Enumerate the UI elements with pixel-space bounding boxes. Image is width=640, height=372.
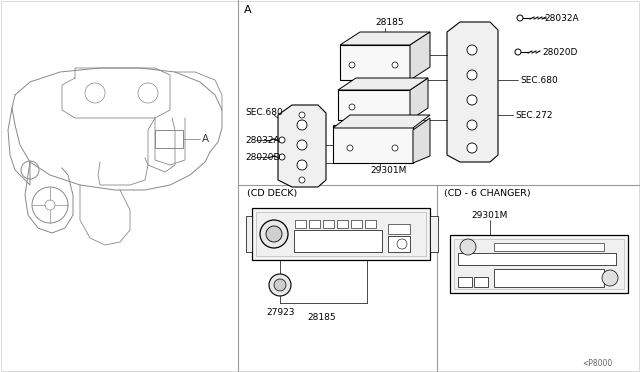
Text: 28020D: 28020D: [542, 48, 577, 57]
Polygon shape: [338, 78, 428, 90]
Bar: [458, 277, 472, 287]
Text: 27923: 27923: [266, 308, 294, 317]
Text: (CD - 6 CHANGER): (CD - 6 CHANGER): [444, 189, 531, 198]
Bar: [388, 236, 410, 252]
Text: 28020D: 28020D: [245, 153, 280, 161]
Circle shape: [515, 49, 521, 55]
Text: SEC.680: SEC.680: [520, 76, 557, 84]
Circle shape: [299, 177, 305, 183]
Text: >|: >|: [477, 279, 484, 285]
Circle shape: [297, 140, 307, 150]
Bar: [294, 230, 382, 252]
Text: 28032A: 28032A: [245, 135, 280, 144]
Text: |<: |<: [461, 279, 468, 285]
Text: 28185: 28185: [308, 313, 336, 322]
Bar: [365, 220, 376, 228]
Bar: [337, 220, 348, 228]
Circle shape: [349, 104, 355, 110]
Polygon shape: [410, 32, 430, 80]
Text: MD: MD: [464, 244, 472, 250]
Bar: [333, 125, 413, 163]
Text: SEC.272: SEC.272: [515, 110, 552, 119]
Polygon shape: [278, 105, 326, 187]
Bar: [474, 277, 488, 287]
Circle shape: [467, 45, 477, 55]
Text: 29301M: 29301M: [370, 166, 406, 174]
Bar: [295, 220, 306, 228]
Circle shape: [467, 120, 477, 130]
Bar: [338, 90, 410, 120]
Bar: [340, 45, 410, 80]
Text: 28032A: 28032A: [544, 13, 579, 22]
Circle shape: [279, 137, 285, 143]
Bar: [450, 235, 628, 293]
Circle shape: [266, 226, 282, 242]
Bar: [458, 253, 616, 265]
Polygon shape: [447, 22, 498, 162]
Circle shape: [347, 145, 353, 151]
Text: A: A: [202, 134, 209, 144]
Bar: [155, 130, 183, 148]
Circle shape: [467, 70, 477, 80]
Bar: [430, 216, 438, 252]
Circle shape: [297, 120, 307, 130]
Circle shape: [460, 239, 476, 255]
Circle shape: [467, 143, 477, 153]
Bar: [256, 212, 426, 256]
Polygon shape: [413, 118, 430, 163]
Polygon shape: [410, 78, 428, 120]
Polygon shape: [340, 32, 430, 45]
Bar: [246, 216, 252, 252]
Circle shape: [260, 220, 288, 248]
Bar: [388, 224, 410, 234]
Text: 29301M: 29301M: [472, 211, 508, 219]
Circle shape: [517, 15, 523, 21]
Circle shape: [392, 62, 398, 68]
Circle shape: [274, 279, 286, 291]
Circle shape: [269, 274, 291, 296]
Bar: [454, 239, 624, 289]
Circle shape: [297, 160, 307, 170]
Text: A: A: [244, 5, 252, 15]
Polygon shape: [333, 115, 430, 128]
Text: (CD DECK): (CD DECK): [247, 189, 297, 198]
Text: SEC.680: SEC.680: [245, 108, 283, 116]
Circle shape: [392, 145, 398, 151]
Bar: [351, 220, 362, 228]
Bar: [252, 208, 430, 260]
Circle shape: [279, 154, 285, 160]
Circle shape: [299, 112, 305, 118]
Bar: [494, 243, 604, 251]
Circle shape: [602, 270, 618, 286]
Bar: [323, 220, 334, 228]
Bar: [309, 220, 320, 228]
Circle shape: [467, 95, 477, 105]
Bar: [494, 269, 604, 287]
Circle shape: [349, 62, 355, 68]
Text: 28185: 28185: [375, 17, 404, 26]
Text: <P8000: <P8000: [582, 359, 612, 368]
